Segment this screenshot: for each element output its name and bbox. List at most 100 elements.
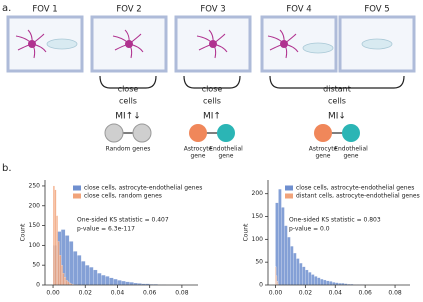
y-tick-label: 50	[255, 259, 263, 266]
astrocyte-process	[17, 43, 33, 51]
y-axis-label: Count	[243, 223, 250, 241]
astrocyte-process	[283, 43, 299, 53]
group-label: distant	[323, 85, 351, 94]
histogram-bar	[129, 282, 134, 286]
x-tick-label: 0.06	[358, 290, 372, 297]
astrocyte-process	[283, 43, 288, 59]
histogram-bar	[305, 269, 309, 286]
histogram-bar	[275, 266, 277, 286]
histogram-bar	[276, 281, 278, 286]
histogram-bar	[296, 258, 300, 286]
fov-label: FOV 3	[200, 5, 225, 15]
annotation: p-value = 0.0	[289, 226, 330, 233]
histogram-bar	[52, 185, 55, 286]
histogram-bar	[302, 266, 306, 286]
histogram-bar	[101, 274, 106, 286]
histogram-bar	[278, 189, 282, 286]
astrocyte-process	[212, 33, 226, 45]
gene-node	[104, 123, 124, 143]
x-tick-label: 0.04	[111, 290, 125, 297]
astrocyte-process	[208, 29, 214, 45]
legend-label: distant cells, astrocyte-endothelial gen…	[296, 193, 420, 200]
histogram-bar	[314, 276, 318, 286]
bracket	[183, 75, 241, 89]
histogram-bar	[113, 278, 118, 286]
histogram-bar	[290, 246, 294, 286]
astrocyte-process	[112, 35, 130, 45]
mi-label: MI↓	[328, 112, 346, 122]
histogram-bar	[329, 281, 333, 286]
histogram-bar	[54, 189, 57, 286]
histogram-bar	[69, 241, 74, 286]
histogram-bar	[93, 269, 98, 286]
x-tick-label: 0.06	[143, 290, 157, 297]
legend-label: close cells, random genes	[84, 193, 162, 200]
histogram-bar	[64, 276, 67, 286]
y-tick-label: 150	[252, 213, 264, 220]
y-tick-label: 100	[252, 236, 264, 243]
y-tick-label: 100	[29, 242, 41, 249]
bracket	[269, 75, 405, 89]
histogram-bar	[284, 225, 288, 286]
legend-swatch	[285, 193, 293, 199]
group-label: cells	[203, 97, 221, 106]
histogram-bar	[125, 281, 130, 286]
gene-node	[132, 123, 152, 143]
histogram-bar	[57, 241, 60, 286]
legend-swatch	[73, 185, 81, 191]
astrocyte-process	[267, 35, 285, 45]
group-label: cells	[119, 97, 137, 106]
histogram-bar	[73, 251, 78, 286]
fov-label: FOV 4	[286, 5, 311, 15]
y-tick-label: 150	[29, 222, 41, 229]
gene-node	[314, 124, 332, 142]
endothelial-cell	[361, 38, 393, 50]
annotation: One-sided KS statistic = 0.407	[77, 217, 169, 224]
astrocyte-process	[269, 43, 285, 51]
group-label: close	[202, 85, 223, 94]
x-tick-label: 0.08	[388, 290, 402, 297]
histogram-bar	[62, 273, 65, 286]
astrocyte-process	[124, 29, 130, 45]
histogram-bar	[56, 215, 58, 286]
x-tick-label: 0.00	[46, 290, 60, 297]
y-axis-label: Count	[20, 223, 27, 241]
astrocyte-process	[283, 33, 297, 45]
histogram-bar	[85, 265, 90, 286]
annotation: p-value = 6.3e-117	[77, 226, 135, 233]
histogram-bar	[308, 272, 312, 286]
bracket	[99, 75, 157, 89]
histogram-bar	[332, 282, 336, 286]
histogram-bar	[59, 255, 62, 286]
gene-label: gene	[344, 153, 359, 160]
x-tick-label: 0.04	[329, 290, 343, 297]
legend-label: close cells, astrocyte-endothelial genes	[296, 185, 414, 192]
histogram-bar	[299, 262, 303, 286]
fov-label: FOV 2	[116, 5, 141, 15]
astrocyte-process	[15, 35, 33, 45]
gene-label: gene	[316, 153, 331, 160]
panel-label: b.	[2, 163, 12, 174]
histogram-bar	[97, 273, 102, 286]
astrocyte-process	[279, 29, 285, 45]
legend-swatch	[73, 193, 81, 199]
histogram-bar	[276, 275, 278, 286]
histogram-bar	[287, 236, 291, 286]
endothelial-cell	[46, 38, 78, 50]
gene-label: Endothelial	[334, 146, 368, 153]
astrocyte-process	[31, 33, 45, 45]
gene-node	[189, 124, 207, 142]
y-tick-label: 200	[252, 190, 264, 197]
mi-label: MI↑	[203, 112, 221, 122]
histogram-bar	[77, 255, 82, 286]
annotation: One-sided KS statistic = 0.803	[289, 217, 381, 224]
gene-label: Endothelial	[209, 146, 243, 153]
histogram-bar	[281, 207, 285, 286]
histogram-bar	[326, 280, 330, 286]
x-tick-label: 0.02	[299, 290, 313, 297]
y-tick-label: 250	[29, 182, 41, 189]
histogram-bar	[65, 280, 68, 286]
gene-label: Astrocyte	[184, 146, 213, 153]
y-tick-label: 50	[32, 262, 40, 269]
